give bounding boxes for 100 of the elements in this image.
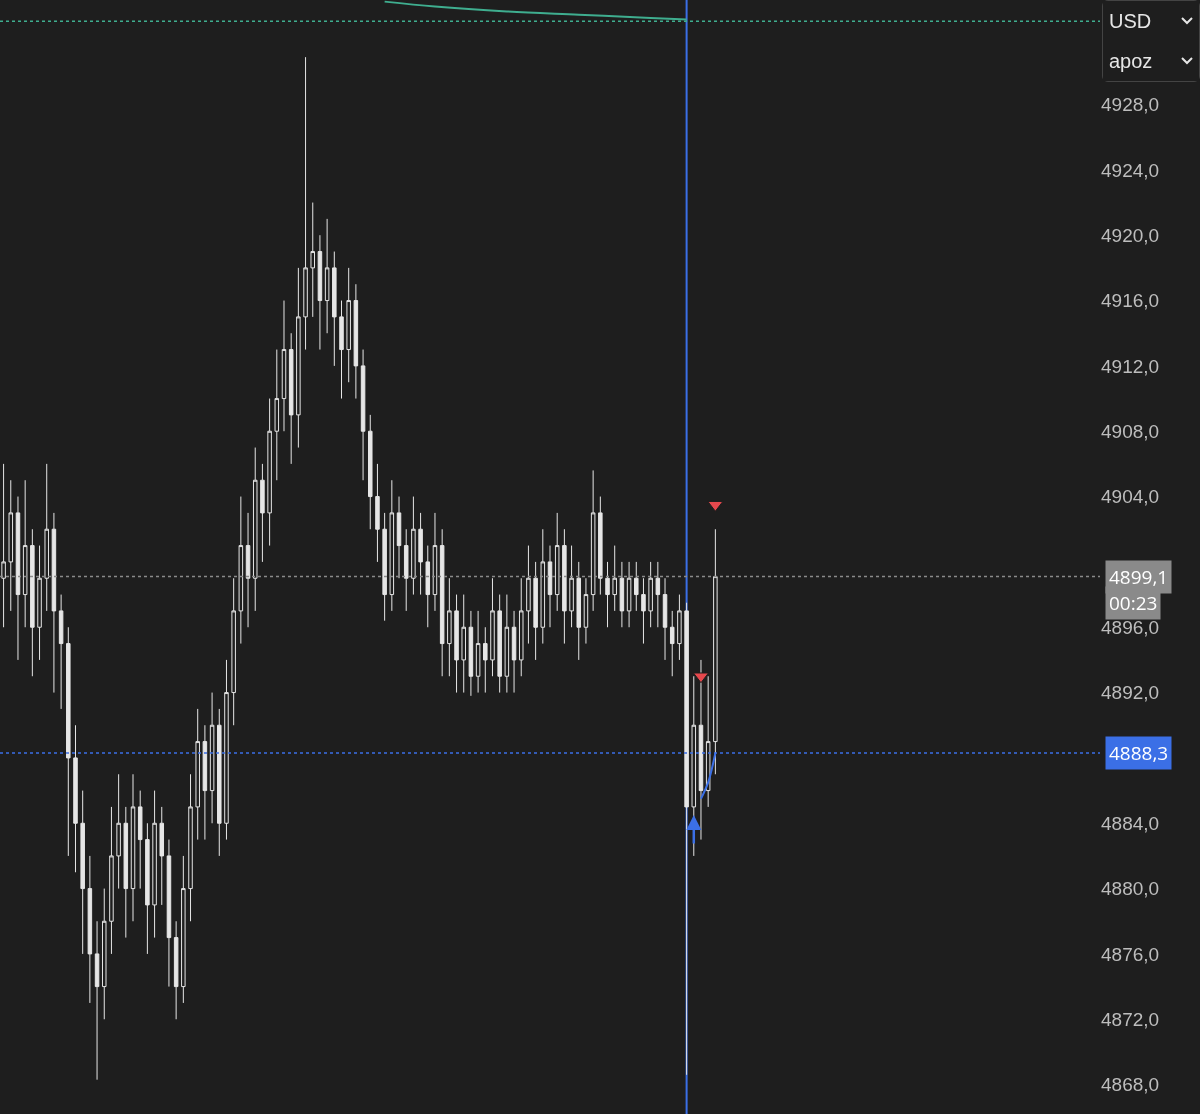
candlestick	[260, 463, 265, 563]
candlestick	[209, 692, 215, 824]
ref-line-label: 4888,3	[1109, 740, 1169, 766]
candlestick	[648, 561, 653, 628]
candlestick	[626, 561, 632, 628]
candlestick	[109, 806, 114, 955]
candlestick	[461, 594, 466, 694]
candlestick	[159, 806, 165, 906]
candlestick	[202, 724, 208, 841]
candlestick	[30, 528, 35, 677]
candlestick	[662, 577, 668, 661]
candlestick	[655, 561, 661, 628]
candlestick	[605, 561, 610, 628]
candlestick	[554, 512, 560, 612]
candlestick	[245, 512, 251, 628]
candlestick	[217, 708, 222, 857]
candlestick	[231, 577, 236, 726]
candlestick	[483, 626, 488, 694]
candlestick	[145, 822, 150, 955]
y-tick-label: 4904,0	[1101, 486, 1160, 508]
candlestick	[80, 790, 85, 955]
candlestick	[569, 545, 574, 628]
candlestick	[547, 545, 553, 628]
candlestick	[15, 496, 21, 661]
candlestick	[468, 610, 474, 697]
candlestick	[389, 479, 395, 612]
candlestick	[252, 447, 258, 612]
candlestick	[73, 724, 78, 873]
candlestick	[137, 790, 143, 890]
candlestick	[281, 300, 287, 432]
candlestick	[181, 855, 186, 1004]
candlestick	[238, 496, 244, 645]
candlestick	[540, 528, 546, 645]
candlestick	[188, 773, 193, 922]
y-tick-label: 4892,0	[1101, 682, 1160, 704]
candlestick	[375, 463, 380, 563]
candlestick	[533, 561, 538, 661]
candlestick	[425, 545, 431, 628]
candlestick	[598, 496, 603, 596]
y-tick-label: 4920,0	[1101, 224, 1160, 246]
y-tick-label: 4896,0	[1101, 616, 1160, 638]
candlestick	[590, 469, 596, 612]
candlestick	[396, 496, 402, 579]
candlestick	[612, 545, 617, 612]
candlestick	[224, 659, 229, 841]
candlestick	[274, 349, 280, 481]
candlestick	[173, 920, 179, 1020]
candlestick	[511, 610, 517, 694]
candlestick	[403, 528, 409, 612]
candlestick	[677, 594, 682, 661]
candlestick	[562, 528, 567, 645]
y-tick-label: 4924,0	[1101, 159, 1160, 181]
candlestick	[296, 267, 301, 449]
candlestick	[267, 398, 272, 547]
candlestick	[576, 561, 582, 661]
candlestick	[94, 920, 100, 1081]
candlestick	[51, 512, 57, 694]
text: USD	[1109, 9, 1152, 33]
candlestick	[454, 594, 459, 694]
candlestick	[669, 610, 675, 677]
candlestick	[698, 659, 704, 841]
candlestick	[37, 545, 42, 661]
y-tick-label: 4876,0	[1101, 943, 1160, 965]
candlestick	[583, 577, 589, 645]
candlestick	[22, 479, 28, 628]
candlestick	[518, 577, 524, 677]
y-tick-label: 4884,0	[1101, 812, 1160, 834]
candlestick	[332, 251, 337, 367]
y-tick-label: 4912,0	[1101, 355, 1160, 377]
candlestick	[475, 610, 481, 694]
candlestick	[8, 479, 14, 612]
candlestick	[44, 463, 49, 612]
candlestick	[353, 283, 359, 400]
candlestick	[66, 626, 71, 857]
candlestick	[87, 855, 93, 1004]
y-tick-label: 4908,0	[1101, 420, 1160, 442]
candlestick	[288, 332, 294, 465]
y-tick-label: 4868,0	[1101, 1074, 1160, 1096]
y-tick-label: 4872,0	[1101, 1008, 1160, 1030]
candlestick	[432, 512, 438, 612]
candlestick	[368, 414, 373, 530]
candlestick	[641, 577, 646, 645]
candlestick	[303, 56, 308, 351]
candlestick	[411, 496, 416, 596]
candlestick	[310, 202, 316, 318]
y-tick-label: 4916,0	[1101, 290, 1160, 312]
candlestick	[339, 300, 344, 400]
candlestick	[58, 594, 64, 710]
candlestick	[317, 234, 323, 351]
y-tick-label: 4880,0	[1101, 878, 1160, 900]
candlestick	[166, 839, 172, 988]
candlestick	[360, 349, 366, 481]
candlestick	[130, 773, 136, 922]
candlestick	[439, 528, 445, 677]
text: 00:23	[1109, 590, 1158, 616]
candlestick	[619, 561, 625, 628]
candlestick	[504, 594, 510, 694]
candlestick	[346, 267, 351, 383]
candlestick	[497, 594, 502, 694]
candlestick	[123, 806, 129, 939]
